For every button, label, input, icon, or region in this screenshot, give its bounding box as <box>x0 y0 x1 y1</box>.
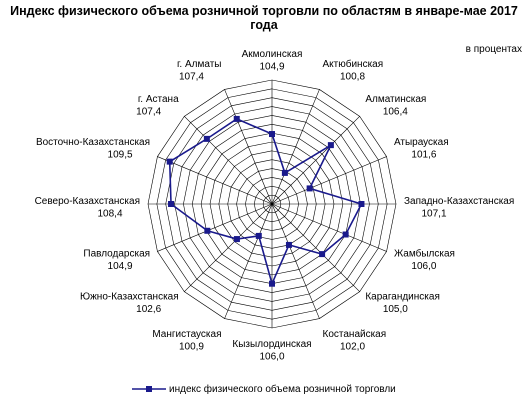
value-label: 101,6 <box>411 149 436 160</box>
grid-spoke <box>271 203 360 292</box>
grid-spoke <box>271 89 320 205</box>
value-label: 104,9 <box>259 62 284 73</box>
category-label: Павлодарская <box>83 249 150 260</box>
value-label: 104,9 <box>108 261 133 272</box>
value-label: 106,0 <box>411 261 436 272</box>
grid-spoke <box>184 203 273 292</box>
grid-spoke <box>271 116 360 205</box>
data-point <box>168 201 175 207</box>
data-point <box>281 169 288 176</box>
grid-spoke <box>157 156 273 205</box>
legend: индекс физического объема розничной торг… <box>0 384 528 395</box>
data-point <box>233 236 240 243</box>
category-label: Западно-Казахстанская <box>404 196 514 207</box>
value-label: 107,4 <box>136 107 161 118</box>
data-point <box>269 131 275 138</box>
data-point <box>285 241 292 248</box>
grid-spoke <box>271 203 320 319</box>
value-label: 106,0 <box>259 352 284 363</box>
value-label: 105,0 <box>383 304 408 315</box>
category-label: Восточно-Казахстанская <box>36 137 150 148</box>
value-label: 109,5 <box>108 149 133 160</box>
data-point <box>203 135 210 142</box>
value-label: 107,1 <box>421 208 446 219</box>
category-label: Южно-Казахстанская <box>80 291 179 302</box>
data-point <box>269 280 275 287</box>
category-label: г. Астана <box>138 94 179 105</box>
data-point <box>319 251 326 258</box>
chart-title: Индекс физического объема розничной торг… <box>10 4 518 32</box>
category-label: Жамбылская <box>394 248 455 260</box>
data-point <box>255 232 262 239</box>
grid-spoke <box>224 203 273 319</box>
unit-label: в процентах <box>465 44 522 55</box>
data-point <box>342 231 349 238</box>
category-label: Костанайская <box>323 329 387 340</box>
value-label: 100,9 <box>179 341 204 352</box>
value-label: 107,4 <box>179 72 204 83</box>
category-label: Атырауская <box>394 137 449 148</box>
category-label: г. Алматы <box>177 59 221 70</box>
grid-spoke <box>271 203 387 252</box>
value-label: 102,0 <box>340 341 365 352</box>
value-label: 108,4 <box>97 208 122 219</box>
legend-series-name: индекс физического объема розничной торг… <box>169 384 396 395</box>
data-point <box>306 185 313 192</box>
category-label: Актюбинская <box>323 58 384 70</box>
value-label: 106,4 <box>383 107 408 118</box>
grid-spoke <box>271 156 387 205</box>
grid-spoke <box>157 203 273 252</box>
category-label: Акмолинская <box>242 49 303 60</box>
value-label: 100,8 <box>340 72 365 83</box>
grid-spoke <box>224 89 273 205</box>
category-label: Алматинская <box>365 94 426 105</box>
data-point <box>204 227 211 234</box>
value-label: 102,6 <box>136 304 161 315</box>
data-point <box>166 158 173 165</box>
category-label: Кызылординская <box>232 339 311 350</box>
grid-spoke <box>184 116 273 205</box>
category-label: Северо-Казахстанская <box>35 196 140 207</box>
category-label: Мангистауская <box>152 329 221 340</box>
data-point <box>233 115 240 122</box>
category-label: Карагандинская <box>365 291 440 302</box>
legend-marker <box>132 386 167 393</box>
data-point <box>327 142 334 149</box>
data-point <box>358 201 365 207</box>
